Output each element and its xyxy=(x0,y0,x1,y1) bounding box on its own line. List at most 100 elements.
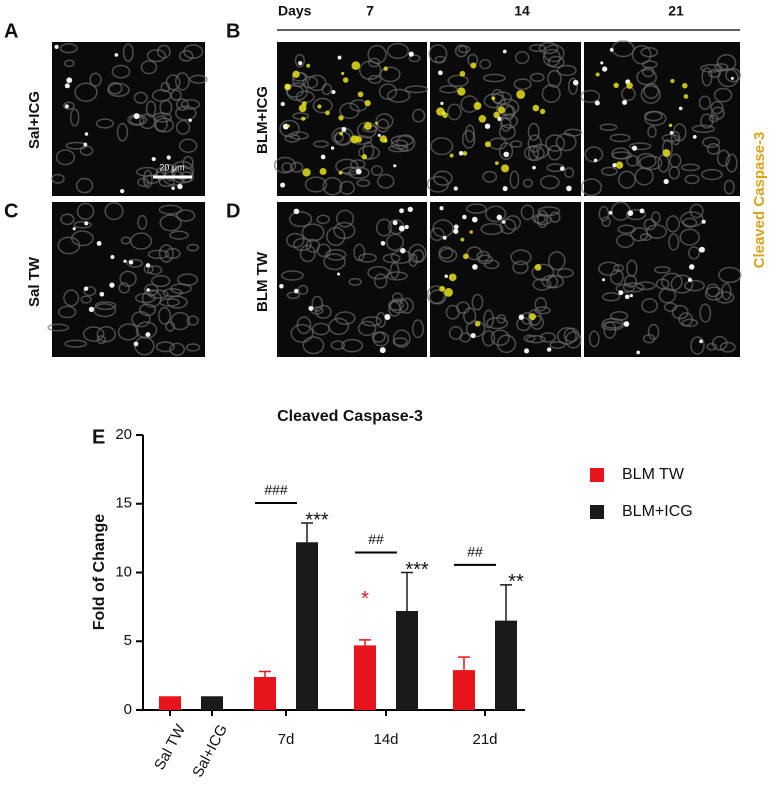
x-tick-label: 21d xyxy=(472,731,497,748)
cell xyxy=(165,321,176,332)
cell xyxy=(71,230,94,247)
nucleus xyxy=(99,291,105,297)
cell xyxy=(496,314,507,324)
cell xyxy=(185,343,201,352)
cell xyxy=(306,74,327,92)
cell xyxy=(523,334,536,343)
cell xyxy=(556,268,574,278)
nucleus xyxy=(337,272,341,276)
cell xyxy=(640,47,659,58)
cell xyxy=(299,244,316,263)
nucleus xyxy=(293,288,299,294)
cell xyxy=(389,262,400,279)
cell xyxy=(447,103,462,121)
nucleus xyxy=(593,158,598,163)
cell xyxy=(280,270,304,281)
nucleus xyxy=(384,314,391,321)
nucleus xyxy=(84,132,89,136)
stain xyxy=(383,138,388,143)
cell xyxy=(158,204,183,215)
cell xyxy=(658,287,677,304)
stain xyxy=(478,115,487,123)
legend-swatch xyxy=(590,468,604,482)
cell xyxy=(392,329,411,348)
nucleus xyxy=(330,146,335,150)
cell xyxy=(312,140,329,148)
cell xyxy=(391,292,403,303)
nucleus xyxy=(730,76,734,80)
bar xyxy=(254,677,276,710)
cell xyxy=(644,110,663,122)
cell xyxy=(180,99,201,110)
cell xyxy=(290,161,304,173)
cell xyxy=(584,146,604,163)
x-tick-label: 7d xyxy=(278,731,295,748)
significance: ## xyxy=(467,544,483,560)
nucleus xyxy=(96,241,102,246)
stain xyxy=(662,149,671,157)
cell xyxy=(64,339,88,348)
nucleus xyxy=(609,48,614,52)
cell xyxy=(671,304,689,320)
significance: ### xyxy=(264,482,288,498)
legend-swatch xyxy=(590,505,604,519)
stain xyxy=(474,320,481,327)
cell xyxy=(598,205,610,222)
nucleus xyxy=(687,277,693,282)
cell xyxy=(292,237,312,252)
cell xyxy=(448,326,463,340)
cell xyxy=(547,69,562,88)
nucleus xyxy=(380,240,386,246)
cell xyxy=(719,341,736,353)
stain xyxy=(339,131,344,136)
stain-label: Cleaved Caspase-3 xyxy=(751,132,768,269)
cell xyxy=(297,284,309,295)
nucleus xyxy=(594,100,600,106)
cell xyxy=(386,42,410,59)
stain xyxy=(491,96,496,101)
cell xyxy=(89,72,102,87)
cell xyxy=(302,336,325,355)
cell xyxy=(386,88,411,103)
stain xyxy=(361,154,368,160)
cell xyxy=(706,342,718,351)
cell xyxy=(710,100,724,115)
day: 21 xyxy=(668,3,684,19)
cell xyxy=(613,264,624,273)
nucleus xyxy=(636,350,640,355)
cell xyxy=(286,291,301,300)
nucleus xyxy=(566,185,572,192)
cell xyxy=(548,251,566,271)
nucleus xyxy=(442,235,447,240)
cell xyxy=(705,283,720,298)
cell xyxy=(723,179,735,195)
stain xyxy=(292,70,300,78)
panel-letter: C xyxy=(4,200,18,222)
nucleus xyxy=(293,208,300,215)
cell xyxy=(175,119,191,135)
cell xyxy=(655,278,670,290)
stain xyxy=(484,141,491,148)
cell xyxy=(714,63,729,71)
cell xyxy=(639,233,652,242)
cell xyxy=(428,44,448,64)
panel-letter: A xyxy=(4,20,18,42)
cell xyxy=(641,298,658,314)
cell xyxy=(631,44,652,65)
cell xyxy=(538,41,559,55)
cell xyxy=(599,123,618,132)
cell xyxy=(82,326,105,342)
nucleus xyxy=(546,347,552,352)
stain xyxy=(613,82,619,88)
nucleus xyxy=(379,347,386,354)
cell xyxy=(428,289,447,305)
cell xyxy=(713,87,733,103)
cell xyxy=(432,170,453,186)
cell xyxy=(147,265,163,275)
cell xyxy=(684,174,700,185)
bar xyxy=(201,696,223,710)
cell xyxy=(691,124,716,133)
cell xyxy=(564,167,575,178)
nucleus xyxy=(502,49,507,54)
cell xyxy=(547,55,565,69)
